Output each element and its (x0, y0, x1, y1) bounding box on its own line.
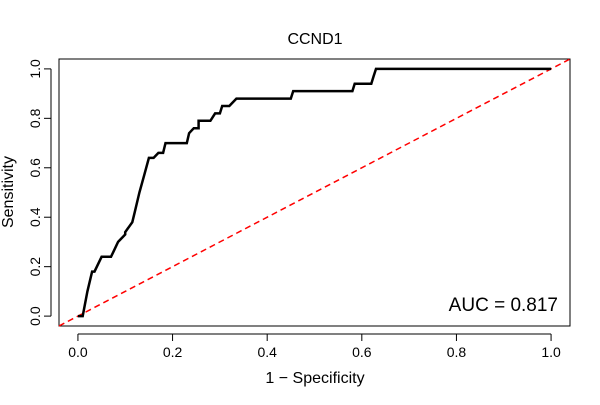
auc-annotation: AUC = 0.817 (449, 295, 558, 316)
y-tick-label: 1.0 (27, 59, 43, 79)
chart-title: CCND1 (287, 31, 342, 48)
x-tick-label: 0.8 (447, 344, 467, 360)
y-tick-label: 0.0 (27, 306, 43, 326)
y-axis-label: Sensitivity (0, 156, 17, 228)
x-tick-label: 0.4 (257, 344, 277, 360)
roc-curve-line (77, 67, 552, 318)
y-tick-label: 0.6 (27, 158, 43, 178)
y-axis: 0.0 0.2 0.4 0.6 0.8 1.0 (27, 59, 52, 326)
x-tick-label: 0.6 (352, 344, 372, 360)
series-layer (58, 58, 571, 327)
x-tick-label: 0.2 (163, 344, 183, 360)
y-tick-label: 0.4 (27, 207, 43, 227)
y-tick-label: 0.8 (27, 108, 43, 128)
y-tick-label: 0.2 (27, 257, 43, 277)
reference-diagonal-line (58, 58, 571, 327)
x-tick-label: 1.0 (541, 344, 561, 360)
plot-area-border (58, 58, 571, 327)
x-tick-label: 0.0 (68, 344, 88, 360)
x-axis-label: 1 − Specificity (265, 370, 364, 387)
x-axis: 0.0 0.2 0.4 0.6 0.8 1.0 (68, 333, 561, 360)
